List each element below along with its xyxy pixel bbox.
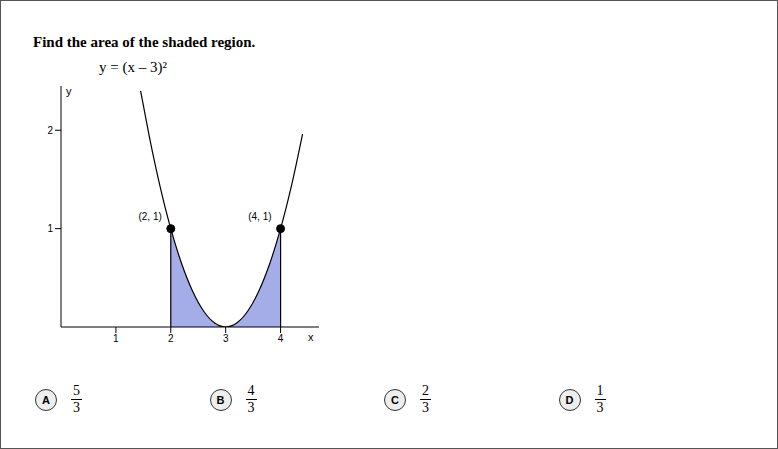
html-text:1: 1: [596, 383, 604, 398]
html-text:Find the area of the shaded re: Find the area of the shaded region.: [33, 34, 256, 50]
svg-text:4: 4: [278, 333, 284, 344]
html-text:B: B: [216, 393, 225, 406]
html-text:y = (x – 3)²: y = (x – 3)²: [99, 59, 167, 75]
html-text:2: 2: [422, 383, 429, 398]
html-text:3: 3: [596, 400, 604, 415]
html-text:3: 3: [247, 400, 255, 415]
html-text:y: y: [66, 85, 72, 97]
html-text:D: D: [565, 393, 574, 406]
svg-text:(2, 1): (2, 1): [138, 211, 161, 222]
svg-text:3: 3: [223, 333, 229, 344]
svg-text:(4, 1): (4, 1): [248, 211, 271, 222]
svg-text:1: 1: [47, 223, 53, 234]
svg-text:1: 1: [113, 333, 119, 344]
html-text:4: 4: [247, 383, 255, 398]
html-text:3: 3: [422, 400, 429, 415]
svg-text:2: 2: [168, 333, 174, 344]
html-text:5: 5: [73, 383, 80, 398]
html-text:A: A: [42, 393, 50, 406]
html-text:x: x: [308, 331, 314, 343]
svg-text:2: 2: [47, 125, 53, 136]
html-text:C: C: [391, 393, 399, 406]
html-text:3: 3: [73, 400, 80, 415]
